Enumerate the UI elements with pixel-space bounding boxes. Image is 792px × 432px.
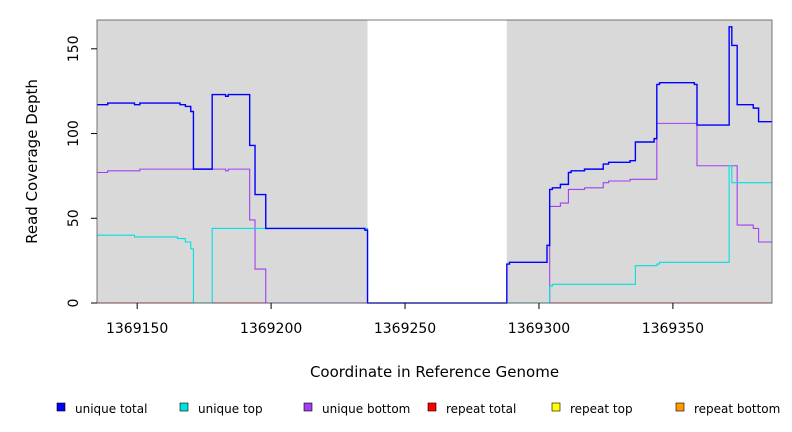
legend-swatch-unique-bottom <box>303 402 313 412</box>
shaded-region <box>97 20 368 303</box>
legend-swatch-repeat-top <box>551 402 561 412</box>
x-tick-label: 1369200 <box>240 321 302 337</box>
plot-background <box>97 20 772 303</box>
shaded-region <box>506 20 772 303</box>
legend-label-unique-total: unique total <box>75 402 147 416</box>
x-tick-label: 1369300 <box>508 321 570 337</box>
legend-label-unique-bottom: unique bottom <box>322 402 410 416</box>
legend-swatch-unique-total <box>56 402 66 412</box>
legend-label-unique-top: unique top <box>198 402 263 416</box>
legend-label-repeat-total: repeat total <box>446 402 516 416</box>
legend-swatch-repeat-bottom <box>675 402 685 412</box>
legend-label-repeat-top: repeat top <box>570 402 633 416</box>
legend: unique total unique top unique bottom repea… <box>56 402 780 416</box>
x-tick-label: 1369150 <box>106 321 168 337</box>
y-axis-title: Read Coverage Depth <box>23 79 41 244</box>
y-tick-label: 150 <box>66 35 82 62</box>
series-line-unique-total <box>97 26 772 304</box>
x-axis-title: Coordinate in Reference Genome <box>310 363 559 381</box>
x-tick-label: 1369250 <box>374 321 436 337</box>
x-tick-label: 1369350 <box>642 321 704 337</box>
y-tick-label: 50 <box>66 209 82 227</box>
legend-swatch-unique-top <box>179 402 189 412</box>
legend-swatch-repeat-total <box>427 402 437 412</box>
y-tick-label: 0 <box>66 299 82 308</box>
y-tick-label: 100 <box>66 120 82 147</box>
plot-frame <box>96 19 773 304</box>
legend-label-repeat-bottom: repeat bottom <box>694 402 780 416</box>
series-line-unique-bottom <box>97 122 772 304</box>
axes: 1369150 1369200 1369250 1369300 1369350 0 50 10… <box>66 35 704 337</box>
